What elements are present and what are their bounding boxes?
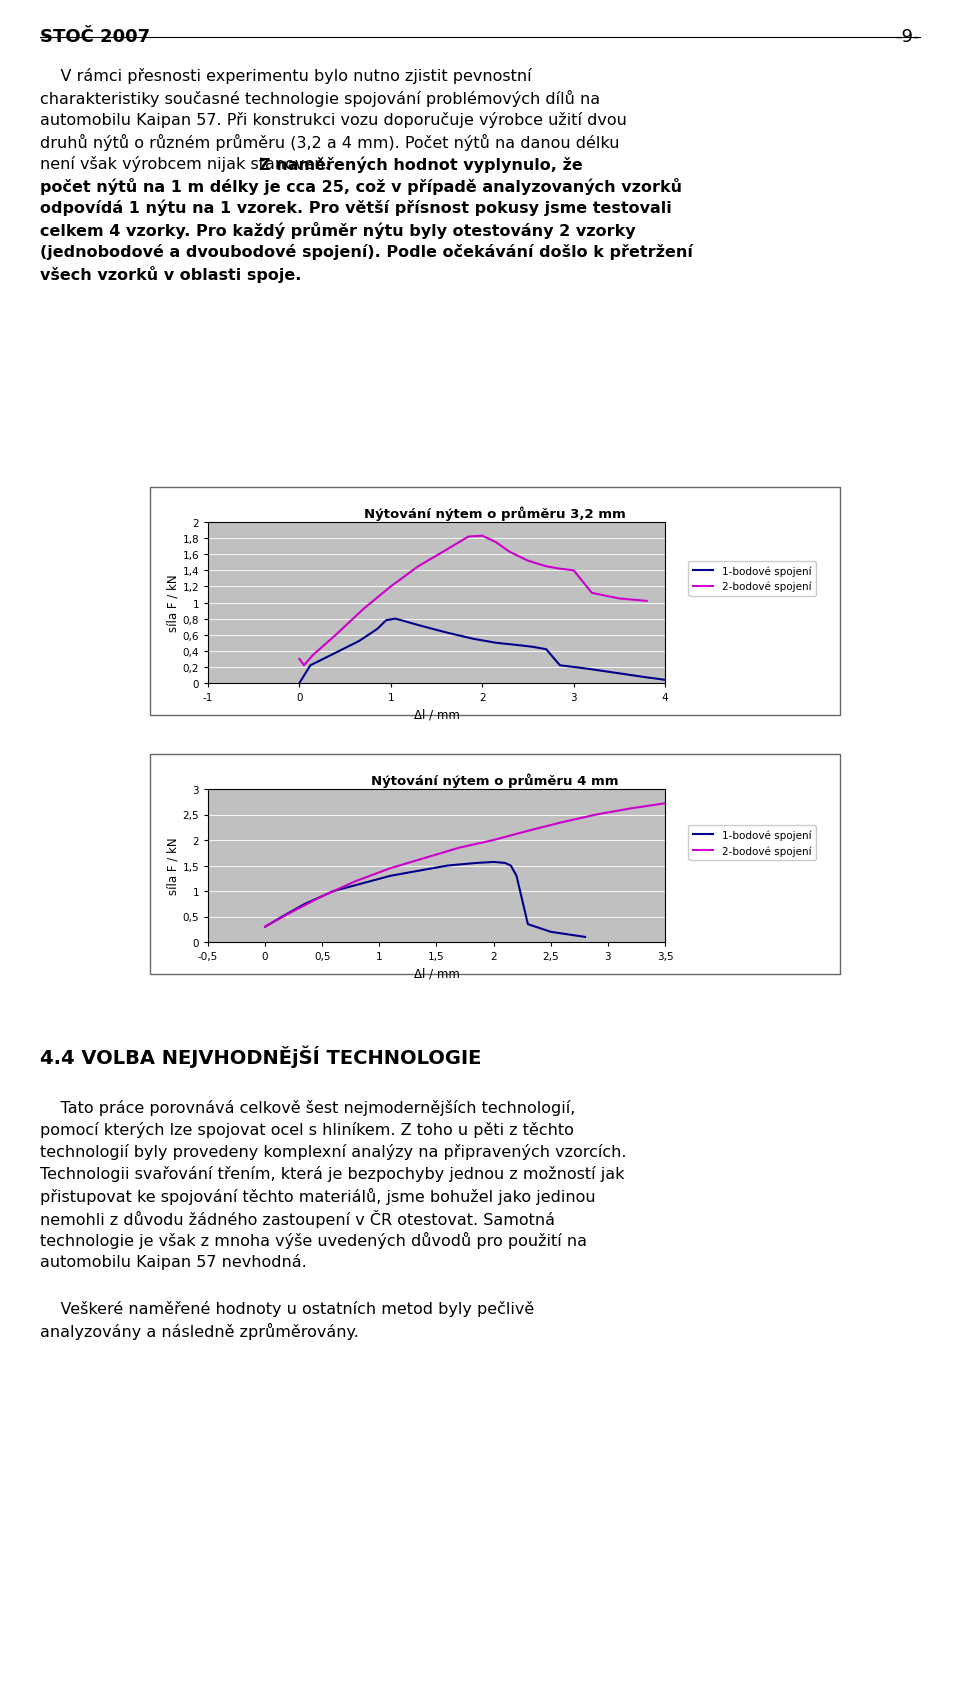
Text: není však výrobcem nijak stanoven.: není však výrobcem nijak stanoven.: [40, 155, 335, 172]
Text: Z naměřených hodnot vyplynulo, že: Z naměřených hodnot vyplynulo, že: [259, 155, 583, 172]
Bar: [150, 488, 840, 716]
X-axis label: Δl / mm: Δl / mm: [414, 708, 460, 721]
Text: V rámci přesnosti experimentu bylo nutno zjistit pevnostní: V rámci přesnosti experimentu bylo nutno…: [40, 68, 532, 84]
Text: automobilu Kaipan 57. Při konstrukci vozu doporučuje výrobce užití dvou: automobilu Kaipan 57. Při konstrukci voz…: [40, 113, 627, 128]
Text: Technologii svařování třením, která je bezpochyby jednou z možností jak: Technologii svařování třením, která je b…: [40, 1165, 625, 1182]
Text: analyzovány a následně zprůměrovány.: analyzovány a následně zprůměrovány.: [40, 1321, 359, 1338]
Text: všech vzorků v oblasti spoje.: všech vzorků v oblasti spoje.: [40, 266, 301, 283]
Y-axis label: síla F / kN: síla F / kN: [167, 837, 180, 895]
Text: přistupovat ke spojování těchto materiálů, jsme bohužel jako jedinou: přistupovat ke spojování těchto materiál…: [40, 1187, 595, 1204]
Text: 4.4 VOLBA NEJVHODNĚjŠÍ TECHNOLOGIE: 4.4 VOLBA NEJVHODNĚjŠÍ TECHNOLOGIE: [40, 1045, 481, 1067]
Y-axis label: síla F / kN: síla F / kN: [167, 575, 180, 633]
X-axis label: Δl / mm: Δl / mm: [414, 967, 460, 980]
Text: automobilu Kaipan 57 nevhodná.: automobilu Kaipan 57 nevhodná.: [40, 1253, 307, 1269]
Text: -9-: -9-: [896, 27, 920, 46]
Bar: [150, 755, 840, 975]
Legend: 1-bodové spojení, 2-bodové spojení: 1-bodové spojení, 2-bodové spojení: [688, 825, 816, 861]
Text: nemohli z důvodu žádného zastoupení v ČR otestovat. Samotná: nemohli z důvodu žádného zastoupení v ČR…: [40, 1209, 555, 1228]
Text: Nýtování nýtem o průměru 4 mm: Nýtování nýtem o průměru 4 mm: [372, 772, 619, 788]
Text: STOČ 2007: STOČ 2007: [40, 27, 150, 46]
Text: charakteristiky současné technologie spojování problémových dílů na: charakteristiky současné technologie spo…: [40, 90, 600, 107]
Text: druhů nýtů o různém průměru (3,2 a 4 mm). Počet nýtů na danou délku: druhů nýtů o různém průměru (3,2 a 4 mm)…: [40, 135, 619, 152]
Text: (jednobodové a dvoubodové spojení). Podle očekávání došlo k přetržení: (jednobodové a dvoubodové spojení). Podl…: [40, 244, 693, 259]
Text: Nýtování nýtem o průměru 3,2 mm: Nýtování nýtem o průměru 3,2 mm: [364, 506, 626, 520]
Text: odpovídá 1 nýtu na 1 vzorek. Pro větší přísnost pokusy jsme testovali: odpovídá 1 nýtu na 1 vzorek. Pro větší p…: [40, 199, 672, 217]
Text: technologií byly provedeny komplexní analýzy na připravených vzorcích.: technologií byly provedeny komplexní ana…: [40, 1144, 627, 1159]
Text: Tato práce porovnává celkově šest nejmodernějších technologií,: Tato práce porovnává celkově šest nejmod…: [40, 1100, 575, 1115]
Text: technologie je však z mnoha výše uvedených důvodů pro použití na: technologie je však z mnoha výše uvedený…: [40, 1231, 587, 1248]
Text: Veškeré naměřené hodnoty u ostatních metod byly pečlivě: Veškeré naměřené hodnoty u ostatních met…: [40, 1301, 535, 1316]
Text: počet nýtů na 1 m délky je cca 25, což v případě analyzovaných vzorků: počet nýtů na 1 m délky je cca 25, což v…: [40, 177, 682, 194]
Text: celkem 4 vzorky. Pro každý průměr nýtu byly otestovány 2 vzorky: celkem 4 vzorky. Pro každý průměr nýtu b…: [40, 222, 636, 239]
Legend: 1-bodové spojení, 2-bodové spojení: 1-bodové spojení, 2-bodové spojení: [688, 561, 816, 597]
Text: pomocí kterých lze spojovat ocel s hliníkem. Z toho u pěti z těchto: pomocí kterých lze spojovat ocel s hliní…: [40, 1122, 574, 1137]
